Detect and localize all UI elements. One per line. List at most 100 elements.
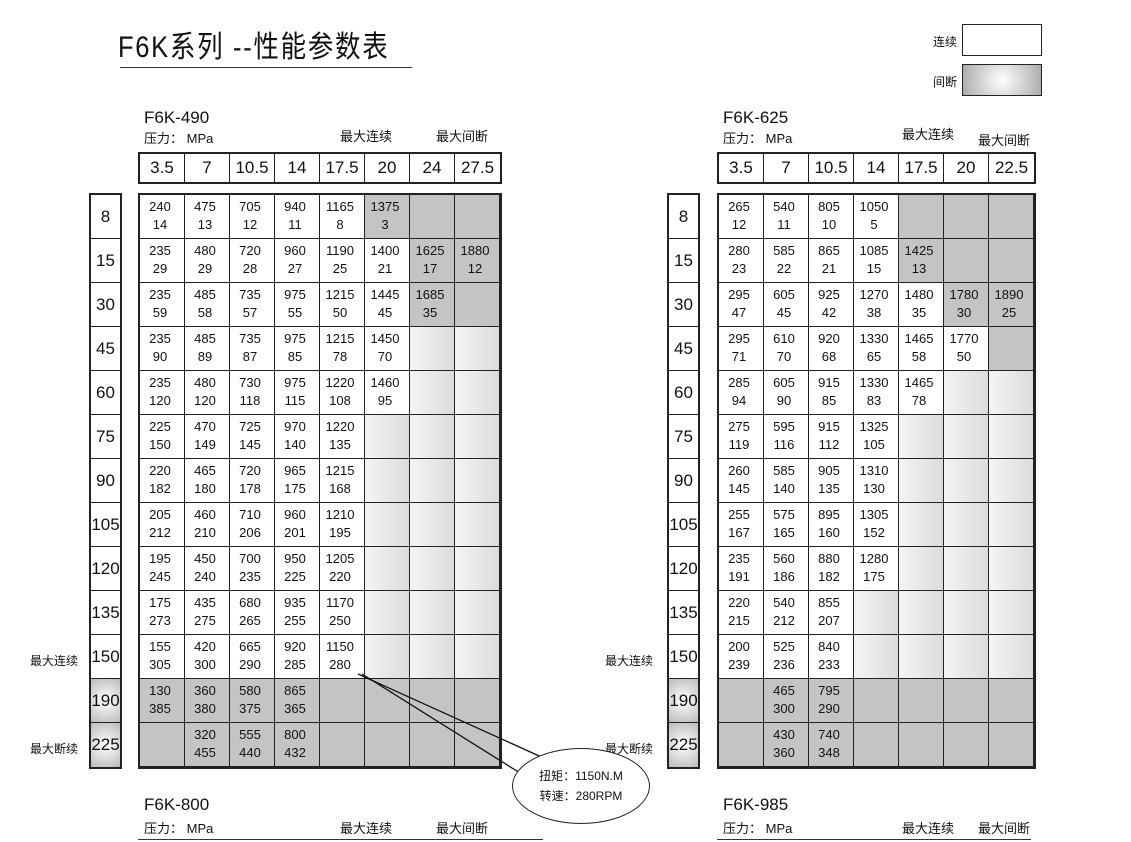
speed-value: 182: [818, 569, 840, 584]
speed-value: 94: [731, 393, 747, 408]
torque-value: 220: [728, 595, 750, 610]
callout-torque: 扭矩：1150N.M: [539, 769, 623, 783]
performance-cell: [989, 635, 1034, 679]
side-max-continuous-label: 最大连续: [30, 654, 79, 668]
pressure-header-cell: 14: [854, 154, 899, 182]
torque-value: 465: [773, 683, 795, 698]
speed-value: 11: [288, 217, 302, 232]
speed-value: 8: [336, 217, 344, 232]
performance-cell: [899, 679, 944, 723]
speed-value: 236: [773, 657, 795, 672]
next-max-continuous-label: 最大连续: [340, 821, 393, 836]
speed-value: 70: [377, 349, 393, 364]
torque-value: 265: [728, 199, 750, 214]
speed-value: 245: [149, 569, 171, 584]
speed-value: 135: [818, 481, 840, 496]
performance-cell: 840 233: [809, 635, 854, 679]
torque-value: 605: [773, 287, 795, 302]
performance-cell: [365, 591, 410, 635]
flow-row-label: 105: [669, 503, 698, 547]
speed-value: 27: [287, 261, 303, 276]
performance-cell: [365, 723, 410, 767]
speed-value: 167: [728, 525, 750, 540]
torque-value: 1215: [325, 463, 355, 478]
performance-cell: [410, 459, 455, 503]
torque-value: 895: [818, 507, 840, 522]
performance-cell: 450 240: [185, 547, 230, 591]
legend-intermittent-swatch: [962, 64, 1042, 96]
speed-value: 380: [194, 701, 216, 716]
speed-value: 165: [773, 525, 795, 540]
torque-value: 915: [818, 375, 840, 390]
flow-row-label: 225: [669, 723, 698, 767]
performance-cell: 1425 13: [899, 239, 944, 283]
pressure-header-cell: 20: [365, 154, 410, 182]
pressure-header-cell: 17.5: [899, 154, 944, 182]
pressure-header-cell: 7: [764, 154, 809, 182]
torque-value: 1165: [326, 199, 354, 214]
torque-value: 555: [239, 727, 261, 742]
speed-value: 119: [728, 437, 750, 452]
performance-cell: [410, 723, 455, 767]
torque-value: 1210: [325, 507, 355, 522]
performance-cell: 1460 95: [365, 371, 410, 415]
flow-row-label: 8: [91, 195, 120, 239]
performance-cell: 285 94: [719, 371, 764, 415]
speed-value: 275: [194, 613, 216, 628]
torque-value: 470: [194, 419, 216, 434]
next-pressure-unit-label: 压力： MPa: [723, 821, 793, 836]
performance-cell: 1400 21: [365, 239, 410, 283]
performance-cell: [140, 723, 185, 767]
flow-row-label: 105: [91, 503, 120, 547]
torque-value: 610: [773, 331, 795, 346]
performance-cell: 975 115: [275, 371, 320, 415]
torque-value: 260: [728, 463, 750, 478]
flow-row-label: 190: [669, 679, 698, 723]
torque-value: 1890: [994, 287, 1024, 302]
performance-cell: [944, 239, 989, 283]
speed-value: 22: [776, 261, 792, 276]
pressure-header-row: 3.5 7 10.5 14 17.5 20 24 27.5: [138, 152, 502, 184]
speed-value: 273: [149, 613, 171, 628]
speed-value: 280: [329, 657, 351, 672]
performance-cell: [944, 459, 989, 503]
speed-value: 17: [422, 261, 438, 276]
performance-cell: 1215 168: [320, 459, 365, 503]
performance-cell: 1050 5: [854, 195, 899, 239]
torque-value: 925: [818, 287, 840, 302]
torque-value: 1480: [904, 287, 934, 302]
performance-cell: [899, 503, 944, 547]
speed-value: 10: [821, 217, 837, 232]
performance-cell: 320 455: [185, 723, 230, 767]
performance-cell: [989, 195, 1034, 239]
torque-value: 1310: [859, 463, 889, 478]
performance-cell: [854, 723, 899, 767]
speed-value: 42: [821, 305, 837, 320]
speed-value: 115: [284, 393, 306, 408]
next-pressure-unit-label: 压力： MPa: [144, 821, 214, 836]
torque-value: 1450: [370, 331, 400, 346]
torque-value: 920: [818, 331, 840, 346]
speed-value: 14: [152, 217, 168, 232]
speed-value: 225: [284, 569, 306, 584]
speed-value: 13: [197, 217, 213, 232]
torque-value: 195: [149, 551, 171, 566]
torque-value: 235: [149, 331, 171, 346]
torque-value: 950: [284, 551, 306, 566]
torque-value: 255: [728, 507, 750, 522]
performance-cell: 960 27: [275, 239, 320, 283]
performance-cell: 700 235: [230, 547, 275, 591]
performance-cell: 1375 3: [365, 195, 410, 239]
performance-cell: [899, 635, 944, 679]
pressure-header-cell: 10.5: [230, 154, 275, 182]
performance-cell: 585 140: [764, 459, 809, 503]
torque-value: 905: [818, 463, 840, 478]
flow-row-label: 30: [669, 283, 698, 327]
torque-value: 865: [284, 683, 306, 698]
torque-value: 175: [149, 595, 171, 610]
performance-cell: 920 285: [275, 635, 320, 679]
performance-cell: 435 275: [185, 591, 230, 635]
performance-cell: 1465 58: [899, 327, 944, 371]
speed-value: 50: [956, 349, 972, 364]
torque-value: 235: [149, 287, 171, 302]
